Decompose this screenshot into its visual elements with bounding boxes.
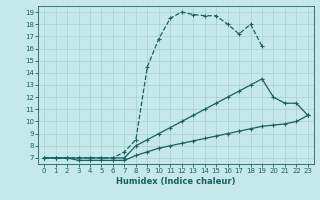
X-axis label: Humidex (Indice chaleur): Humidex (Indice chaleur)	[116, 177, 236, 186]
